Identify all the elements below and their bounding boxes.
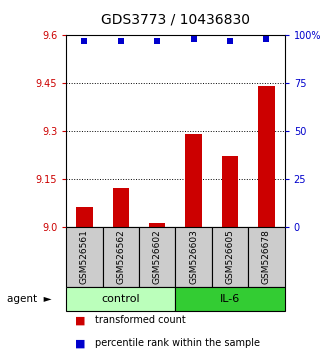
Text: GSM526602: GSM526602 (153, 229, 162, 284)
Bar (258, 86, 275, 227)
Bar (66, 227, 103, 287)
Bar (175, 287, 285, 311)
Bar (175, 227, 212, 287)
Bar (103, 227, 139, 287)
Bar (185, 134, 202, 227)
Bar (222, 156, 238, 227)
Bar (139, 227, 175, 287)
Text: GSM526561: GSM526561 (80, 229, 89, 284)
Text: percentile rank within the sample: percentile rank within the sample (95, 338, 260, 348)
Bar (248, 227, 285, 287)
Text: GDS3773 / 10436830: GDS3773 / 10436830 (101, 12, 250, 27)
Text: agent  ►: agent ► (7, 294, 51, 304)
Text: GSM526605: GSM526605 (225, 229, 235, 284)
Text: control: control (102, 294, 140, 304)
Bar (149, 223, 166, 227)
Text: GSM526678: GSM526678 (262, 229, 271, 284)
Text: transformed count: transformed count (95, 315, 185, 325)
Bar (212, 227, 248, 287)
Text: GSM526603: GSM526603 (189, 229, 198, 284)
Text: ■: ■ (75, 338, 85, 348)
Text: ■: ■ (75, 315, 85, 325)
Bar (76, 207, 93, 227)
Bar (113, 188, 129, 227)
Text: GSM526562: GSM526562 (116, 229, 125, 284)
Bar (66, 287, 175, 311)
Text: IL-6: IL-6 (220, 294, 240, 304)
